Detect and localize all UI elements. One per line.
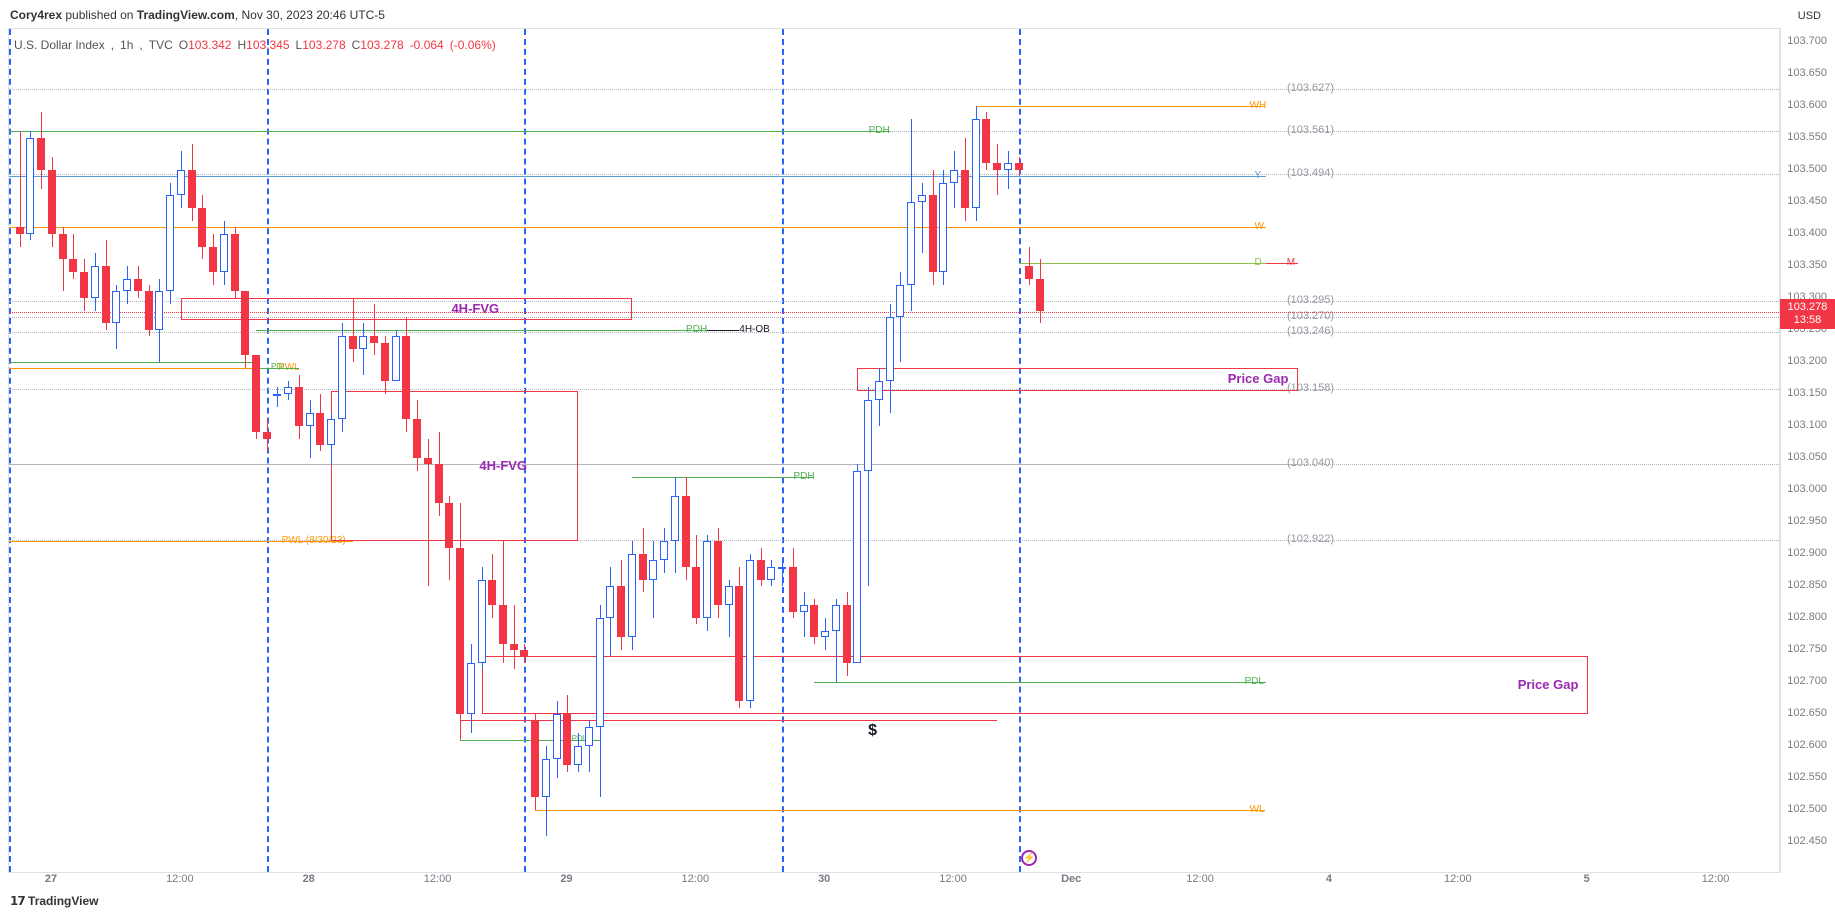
publish-header: Cory4rex published on TradingView.com, N… bbox=[10, 8, 385, 22]
y-axis[interactable]: 103.700103.650103.600103.550103.500103.4… bbox=[1780, 28, 1835, 873]
x-axis[interactable]: 2712:002812:002912:003012:00Dec12:00412:… bbox=[8, 873, 1780, 893]
chart-area[interactable]: (103.627)(103.561)(103.494)(103.295)(103… bbox=[8, 28, 1780, 873]
watermark: 𝟭𝟳 TradingView bbox=[10, 894, 99, 908]
yaxis-unit: USD bbox=[1798, 10, 1821, 22]
event-icon: ⚡ bbox=[1021, 850, 1037, 866]
